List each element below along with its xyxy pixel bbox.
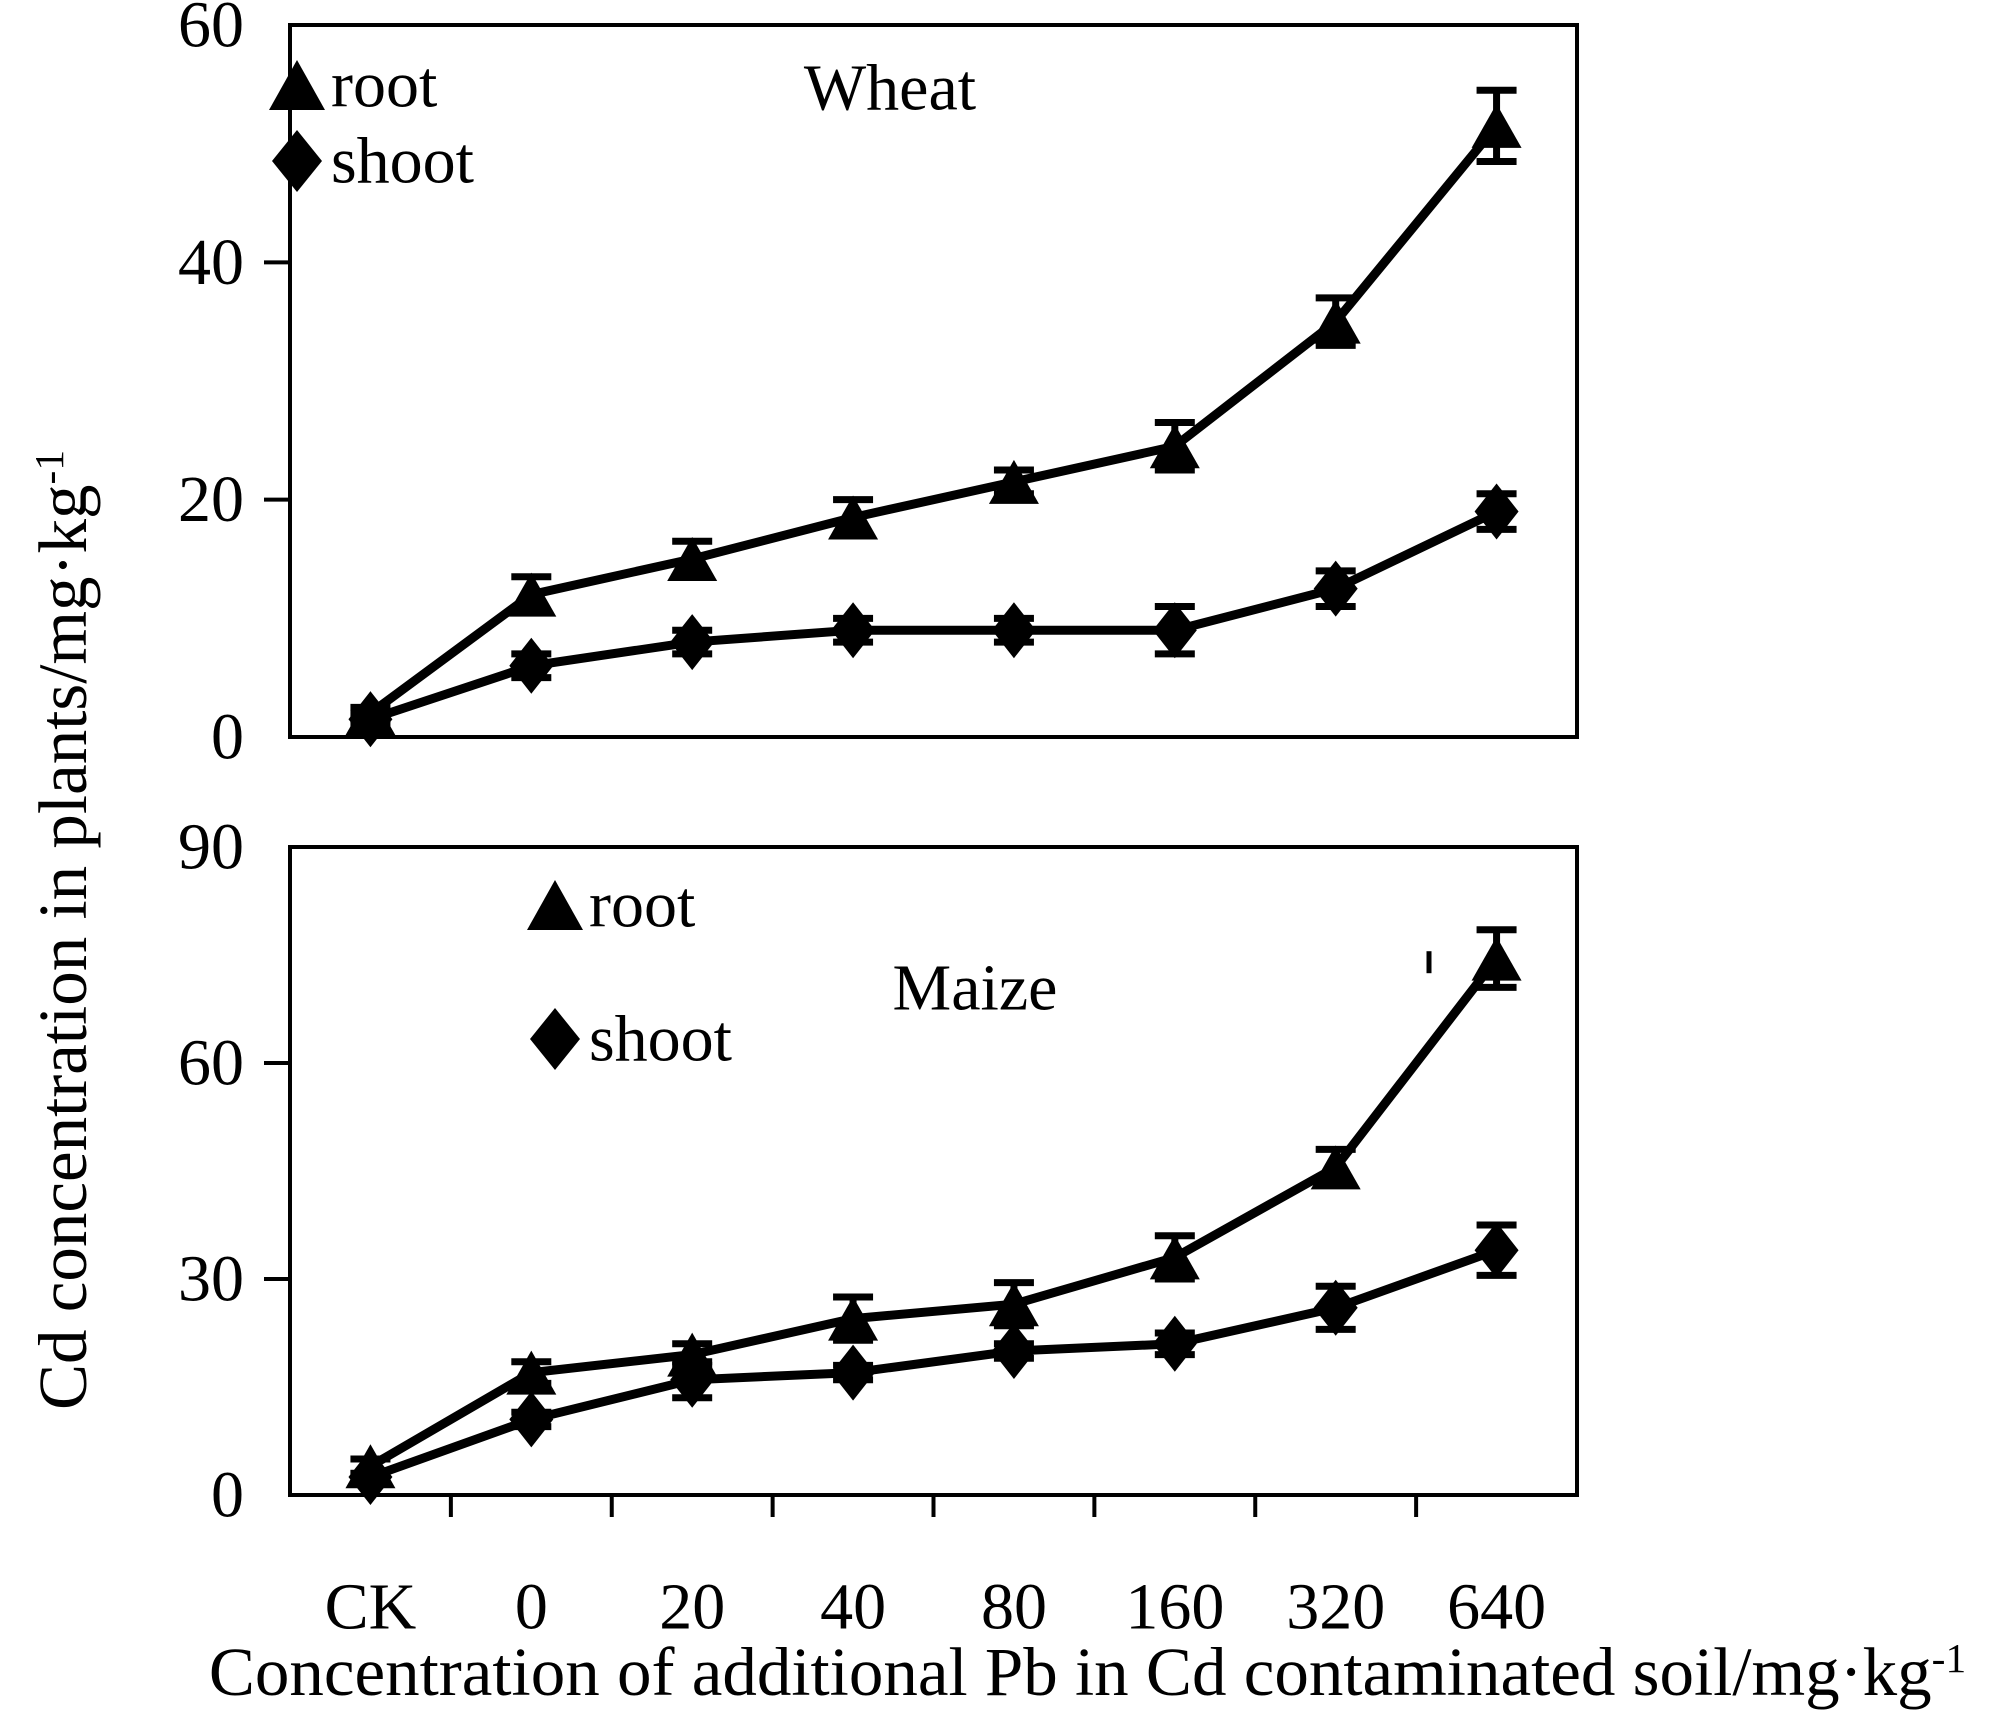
root-marker <box>828 1296 879 1341</box>
shoot-marker <box>1152 1315 1197 1372</box>
shoot-marker <box>1474 1222 1519 1279</box>
shoot-marker <box>991 1323 1036 1379</box>
y-tick-label: 20 <box>178 463 244 536</box>
legend-shoot-label: shoot <box>589 1003 732 1076</box>
x-axis-title-text: Concentration of additional Pb in Cd con… <box>208 1634 1932 1710</box>
root-marker <box>1471 936 1522 981</box>
root-marker <box>828 495 879 540</box>
shoot-line <box>368 1245 1499 1482</box>
legend-shoot-marker <box>272 130 322 192</box>
root-line <box>368 955 1501 1471</box>
y-axis-title-superscript: -1 <box>26 449 73 485</box>
root-marker <box>667 537 718 581</box>
legend-root-label: root <box>331 49 437 122</box>
y-tick-label: 0 <box>211 701 244 774</box>
legend-shoot-marker <box>530 1008 580 1070</box>
y-tick-label: 40 <box>178 226 244 299</box>
x-category-label: 80 <box>981 1571 1047 1644</box>
shoot-marker <box>991 602 1036 659</box>
x-category-label: 640 <box>1447 1571 1546 1644</box>
x-category-label: CK <box>325 1571 417 1644</box>
root-marker <box>1310 299 1361 344</box>
x-axis-title-superscript: -1 <box>1931 1635 1967 1682</box>
x-category-label: 320 <box>1286 1571 1385 1644</box>
shoot-marker <box>348 691 393 748</box>
shoot-marker <box>831 1344 876 1401</box>
x-category-label: 40 <box>820 1571 886 1644</box>
shoot-line <box>369 507 1499 724</box>
root-marker <box>988 459 1039 504</box>
shoot-marker <box>509 637 554 694</box>
wheat-plot-frame <box>288 23 1579 739</box>
y-tick-label: 30 <box>178 1243 244 1316</box>
legend-root-marker <box>269 60 325 110</box>
x-category-label: 20 <box>659 1571 725 1644</box>
legend-root-label: root <box>589 869 695 942</box>
y-axis-title: Cd concentration in plants/mg·kg-1 <box>17 350 109 1510</box>
shoot-marker <box>1474 483 1519 540</box>
shoot-marker <box>348 1449 393 1505</box>
shoot-marker <box>670 1351 715 1408</box>
legend-shoot-label: shoot <box>331 125 474 198</box>
y-tick-label: 60 <box>178 0 244 62</box>
shoot-marker <box>670 614 715 671</box>
root-marker <box>1471 103 1522 148</box>
x-category-label: 160 <box>1125 1571 1224 1644</box>
maize-title: Maize <box>893 952 1058 1025</box>
shoot-marker <box>1313 560 1358 617</box>
root-marker <box>506 572 557 617</box>
root-marker <box>506 1350 557 1395</box>
x-axis-title: Concentration of additional Pb in Cd con… <box>180 1630 1995 1720</box>
root-marker <box>1310 1145 1361 1190</box>
y-tick-label: 60 <box>178 1027 244 1100</box>
y-tick-label: 0 <box>211 1459 244 1532</box>
y-tick-label: 90 <box>178 811 244 884</box>
x-category-label: 0 <box>515 1571 548 1644</box>
root-marker <box>1149 424 1200 469</box>
root-marker <box>1149 1235 1200 1280</box>
shoot-marker <box>1152 602 1197 659</box>
y-axis-title-text: Cd concentration in plants/mg·kg <box>25 484 101 1411</box>
legend-root-marker <box>527 880 583 930</box>
root-line <box>367 123 1501 717</box>
root-marker <box>988 1282 1039 1327</box>
wheat-title: Wheat <box>804 52 976 125</box>
shoot-marker <box>509 1391 554 1448</box>
shoot-marker <box>1313 1279 1358 1336</box>
shoot-marker <box>831 602 876 659</box>
